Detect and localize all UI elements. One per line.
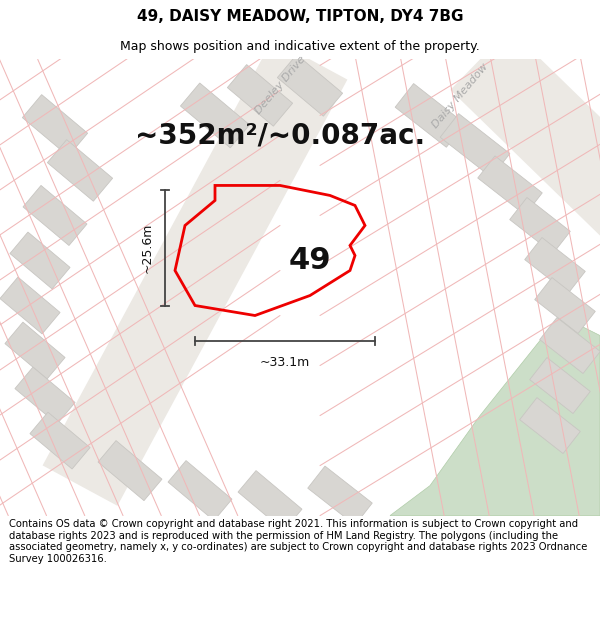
- Text: Daisy Meadow: Daisy Meadow: [430, 61, 490, 129]
- Text: Deeley Drive: Deeley Drive: [253, 54, 307, 116]
- Polygon shape: [540, 318, 600, 374]
- Polygon shape: [47, 139, 113, 201]
- Polygon shape: [277, 54, 343, 116]
- Polygon shape: [43, 39, 347, 506]
- Polygon shape: [30, 412, 90, 469]
- Polygon shape: [440, 114, 510, 178]
- Polygon shape: [98, 441, 162, 501]
- Polygon shape: [478, 156, 542, 215]
- Polygon shape: [238, 471, 302, 531]
- Text: 49: 49: [289, 246, 331, 275]
- Polygon shape: [451, 29, 600, 236]
- Polygon shape: [227, 64, 293, 126]
- Polygon shape: [390, 316, 600, 516]
- Polygon shape: [520, 398, 580, 454]
- Polygon shape: [15, 367, 75, 424]
- Polygon shape: [308, 466, 372, 525]
- Text: ~33.1m: ~33.1m: [260, 356, 310, 369]
- Polygon shape: [0, 277, 60, 334]
- Polygon shape: [395, 84, 465, 148]
- Text: Map shows position and indicative extent of the property.: Map shows position and indicative extent…: [120, 40, 480, 52]
- Polygon shape: [168, 461, 232, 521]
- Text: 49, DAISY MEADOW, TIPTON, DY4 7BG: 49, DAISY MEADOW, TIPTON, DY4 7BG: [137, 9, 463, 24]
- Polygon shape: [10, 232, 70, 289]
- Polygon shape: [181, 83, 250, 148]
- Polygon shape: [535, 278, 595, 334]
- Text: ~25.6m: ~25.6m: [140, 222, 154, 273]
- Text: ~352m²/~0.087ac.: ~352m²/~0.087ac.: [135, 121, 425, 149]
- Polygon shape: [22, 94, 88, 156]
- Text: Contains OS data © Crown copyright and database right 2021. This information is : Contains OS data © Crown copyright and d…: [9, 519, 587, 564]
- Polygon shape: [510, 198, 570, 254]
- Polygon shape: [530, 357, 590, 414]
- Polygon shape: [23, 186, 87, 246]
- Polygon shape: [5, 322, 65, 379]
- Polygon shape: [525, 238, 585, 294]
